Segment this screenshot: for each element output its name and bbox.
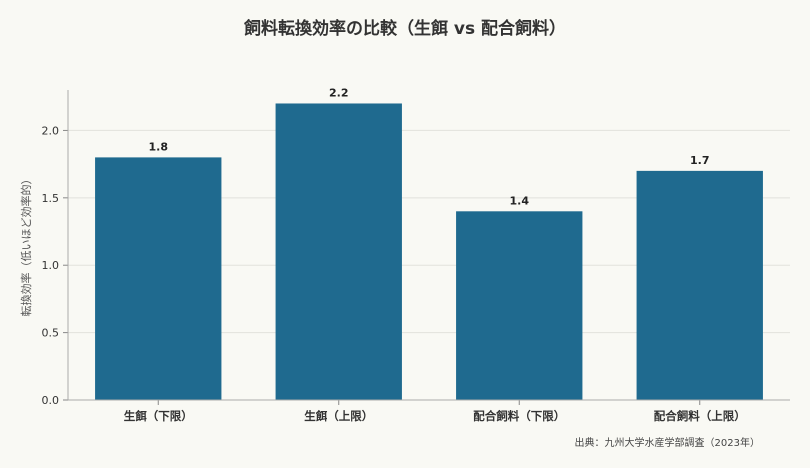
y-tick-label: 0.5 <box>42 327 60 340</box>
y-tick-label: 0.0 <box>42 394 60 407</box>
y-tick-label: 1.0 <box>42 259 60 272</box>
y-axis-label: 転換効率（低いほど効率的） <box>19 174 33 317</box>
y-tick-label: 1.5 <box>42 192 60 205</box>
source-note: 出典：九州大学水産学部調査（2023年） <box>575 436 760 449</box>
x-tick-label: 配合飼料（下限） <box>473 409 565 423</box>
y-ticks: 0.0 0.5 1.0 1.5 2.0 <box>42 124 68 407</box>
data-label: 2.2 <box>329 86 349 99</box>
data-label: 1.4 <box>510 194 530 207</box>
data-label: 1.7 <box>690 154 710 167</box>
bar <box>636 170 763 400</box>
bars: 1.8 2.2 1.4 1.7 <box>95 86 763 400</box>
y-tick-label: 2.0 <box>42 124 60 137</box>
x-tick-label: 生餌（下限） <box>124 409 193 423</box>
bar <box>456 211 583 400</box>
x-tick-label: 配合飼料（上限） <box>654 409 746 423</box>
chart-title: 飼料転換効率の比較（生餌 vs 配合飼料） <box>243 18 566 39</box>
bar <box>275 103 402 400</box>
data-label: 1.8 <box>149 140 169 153</box>
x-tick-label: 生餌（上限） <box>304 409 373 423</box>
axes <box>67 90 790 401</box>
category-labels: 生餌（下限） 生餌（上限） 配合飼料（下限） 配合飼料（上限） <box>124 400 746 423</box>
bar <box>95 157 222 400</box>
